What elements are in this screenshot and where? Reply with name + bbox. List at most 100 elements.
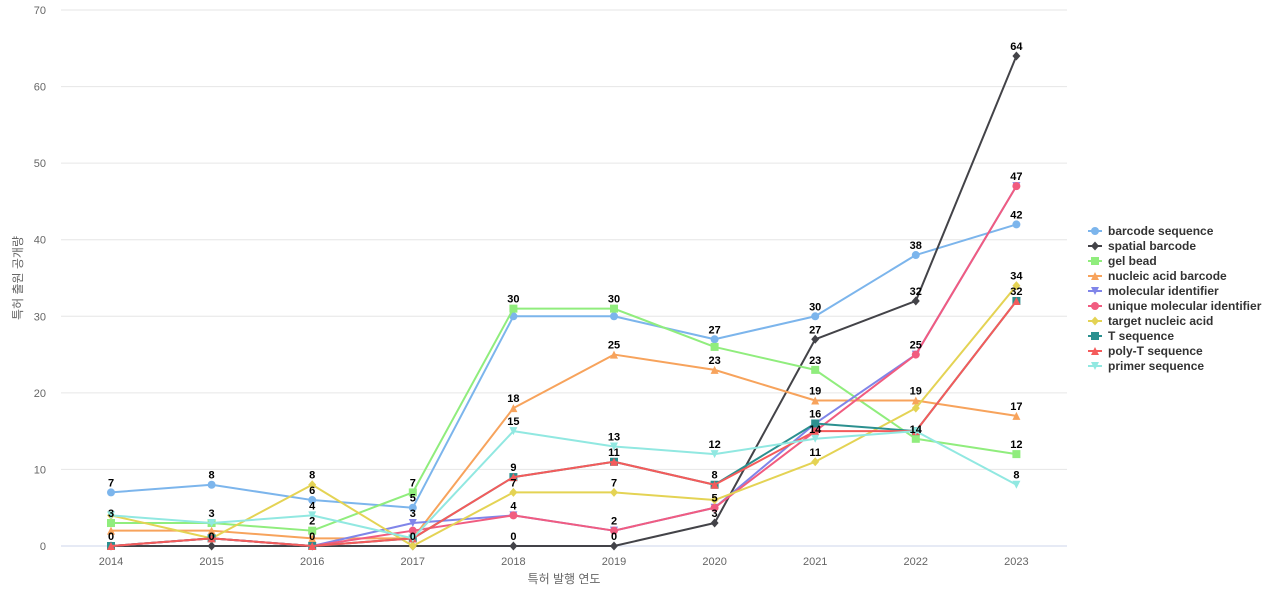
data-point[interactable] [710,335,719,344]
legend-item[interactable]: poly-T sequence [1088,344,1203,358]
series-line[interactable] [110,353,1018,540]
data-point[interactable] [509,541,518,551]
data-point[interactable] [610,350,618,359]
legend-item[interactable]: unique molecular identifier [1088,299,1262,313]
data-point[interactable] [811,419,820,428]
data-point[interactable] [811,312,820,321]
data-point[interactable] [710,342,719,351]
data-point[interactable] [408,541,417,551]
data-point[interactable] [107,488,115,497]
data-label: 38 [910,240,922,252]
legend-item[interactable]: T sequence [1088,329,1174,343]
data-point[interactable] [1012,296,1021,305]
data-point[interactable] [610,487,618,497]
data-point[interactable] [207,519,216,528]
data-label: 12 [1010,439,1022,451]
data-point[interactable] [408,488,417,497]
data-point[interactable] [308,542,317,550]
data-point[interactable] [1012,220,1021,229]
data-point[interactable] [207,480,216,489]
series-line[interactable] [110,430,1018,540]
data-point[interactable] [610,312,618,321]
data-point[interactable] [308,534,317,543]
legend-item[interactable]: nucleic acid barcode [1088,269,1227,283]
data-point[interactable] [811,365,820,374]
data-point[interactable] [408,503,417,512]
legend-item[interactable]: gel bead [1088,254,1157,268]
data-point[interactable] [610,442,618,451]
data-point[interactable] [811,396,820,405]
data-point[interactable] [710,450,719,459]
data-point[interactable] [207,526,216,535]
data-point[interactable] [610,541,618,551]
data-point[interactable] [811,457,820,467]
data-point[interactable] [308,526,317,535]
data-point[interactable] [308,496,317,505]
data-point[interactable] [610,304,618,313]
data-point[interactable] [710,518,719,528]
data-point[interactable] [509,404,518,413]
data-point[interactable] [1012,480,1021,489]
data-point[interactable] [107,542,115,550]
series-line[interactable] [110,299,1018,547]
data-point[interactable] [1012,182,1021,191]
data-point[interactable] [1012,51,1021,61]
data-point[interactable] [811,434,820,443]
data-label: 7 [611,477,617,489]
data-point[interactable] [1012,450,1021,459]
data-point[interactable] [509,487,518,497]
data-label: 64 [1010,41,1023,53]
data-point[interactable] [911,251,920,260]
data-point[interactable] [509,473,518,482]
data-label: 19 [809,386,821,398]
data-point[interactable] [509,304,518,313]
legend-marker [1091,257,1099,265]
data-point[interactable] [911,434,920,443]
data-point[interactable] [308,480,317,490]
data-point[interactable] [710,480,719,489]
y-tick-label: 60 [34,82,46,94]
legend-label: poly-T sequence [1108,344,1203,358]
data-point[interactable] [408,534,417,543]
legend-label: barcode sequence [1108,224,1214,238]
data-point[interactable] [207,541,216,551]
data-point[interactable] [710,503,719,512]
legend-item[interactable]: target nucleic acid [1088,314,1213,328]
series-line[interactable] [110,299,1018,547]
data-label: 8 [1013,470,1019,482]
data-point[interactable] [107,526,115,535]
data-point[interactable] [911,403,920,413]
data-point[interactable] [207,534,216,543]
data-point[interactable] [408,526,417,535]
data-point[interactable] [107,519,115,528]
data-point[interactable] [107,511,115,520]
data-point[interactable] [911,296,920,306]
data-point[interactable] [911,427,920,436]
series-line[interactable] [110,307,1018,532]
data-point[interactable] [911,350,920,359]
data-point[interactable] [911,396,920,405]
data-point[interactable] [710,495,719,505]
data-label: 12 [708,439,720,451]
data-point[interactable] [610,526,618,535]
data-point[interactable] [1012,281,1021,291]
data-point[interactable] [1012,411,1021,420]
data-point[interactable] [811,427,820,436]
data-point[interactable] [710,365,719,374]
legend-item[interactable]: primer sequence [1088,359,1204,373]
data-label: 0 [309,531,315,543]
data-point[interactable] [811,334,820,344]
series-line[interactable] [110,54,1018,547]
data-point[interactable] [509,427,518,436]
data-point[interactable] [308,511,317,520]
legend-marker [1091,347,1099,355]
data-point[interactable] [509,511,518,520]
legend-item[interactable]: barcode sequence [1088,224,1214,238]
legend-item[interactable]: molecular identifier [1088,284,1219,298]
data-label: 2 [611,516,617,528]
legend-item[interactable]: spatial barcode [1088,239,1196,253]
data-point[interactable] [408,519,417,528]
data-point[interactable] [610,457,618,466]
series-line[interactable] [110,223,1018,509]
